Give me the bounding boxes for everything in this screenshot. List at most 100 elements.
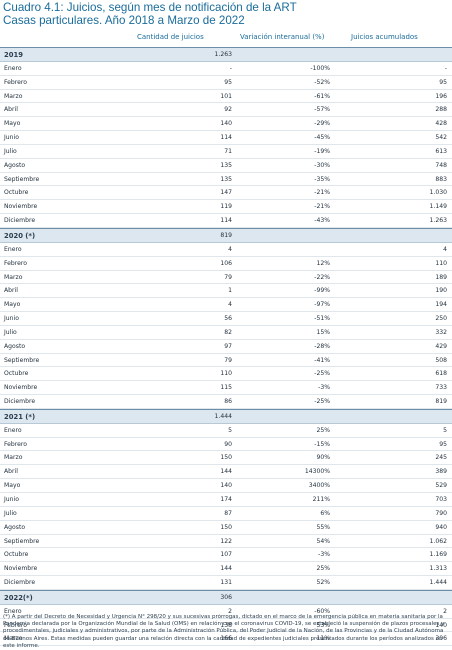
table-row: Enero - -100% -	[0, 62, 452, 76]
month-label: Noviembre	[4, 384, 38, 392]
variacion-cell: 3400%	[308, 482, 330, 490]
acumulados-cell: 542	[435, 134, 447, 142]
table-row: Marzo 166 11% 306	[0, 632, 452, 647]
variacion-cell: 6%	[320, 509, 330, 517]
table-title: Cuadro 4.1: Juicios, según mes de notifi…	[3, 1, 449, 27]
month-label: Diciembre	[4, 217, 36, 225]
acumulados-cell: 250	[435, 315, 447, 323]
month-label: Marzo	[4, 273, 23, 281]
acumulados-cell: 190	[435, 287, 447, 295]
variacion-cell: -61%	[314, 92, 330, 100]
variacion-cell: -21%	[314, 189, 330, 197]
acumulados-cell: 95	[439, 440, 447, 448]
cantidad-juicios-cell: 2	[228, 607, 232, 615]
month-label: Enero	[4, 607, 22, 615]
variacion-cell: -100%	[310, 64, 330, 72]
cantidad-juicios-cell: 92	[224, 106, 232, 114]
month-label: Julio	[4, 147, 17, 155]
acumulados-cell: 110	[435, 259, 447, 267]
cantidad-juicios-cell: 144	[220, 468, 232, 476]
table-row: Noviembre 115 -3% 733	[0, 381, 452, 396]
year-row: 2022(*) 306	[0, 589, 452, 605]
cantidad-juicios-cell: 71	[224, 147, 232, 155]
year-row: 2021 (*) 1.444	[0, 408, 452, 424]
header-cantidad-juicios: Cantidad de juicios	[137, 33, 204, 41]
cantidad-juicios-cell: 107	[220, 551, 232, 559]
table-row: Agosto 150 55% 940	[0, 521, 452, 535]
cantidad-juicios-cell: 90	[224, 440, 232, 448]
table-row: Diciembre 114 -43% 1.263	[0, 214, 452, 228]
table-row: Marzo 101 -61% 196	[0, 90, 452, 104]
variacion-cell: -41%	[314, 356, 330, 364]
variacion-cell: -57%	[314, 106, 330, 114]
header-variacion-interanual: Variación interanual (%)	[240, 33, 325, 41]
variacion-cell: -29%	[314, 120, 330, 128]
acumulados-cell: 1.313	[429, 565, 447, 573]
month-label: Octubre	[4, 551, 29, 559]
table-header: Cantidad de juicios Variación interanual…	[0, 31, 452, 45]
variacion-cell: -25%	[314, 398, 330, 406]
acumulados-cell: -	[444, 64, 447, 72]
variacion-cell: -60%	[314, 607, 330, 615]
month-label: Septiembre	[4, 537, 40, 545]
cantidad-juicios-cell: 95	[224, 78, 232, 86]
acumulados-cell: 703	[435, 496, 447, 503]
month-label: Julio	[4, 509, 17, 517]
table-row: Septiembre 79 -41% 508	[0, 354, 452, 368]
table-row: Febrero 95 -52% 95	[0, 76, 452, 90]
month-label: Junio	[4, 315, 19, 323]
acumulados-cell: 748	[435, 161, 447, 169]
table-row: Diciembre 86 -25% 819	[0, 395, 452, 409]
cantidad-juicios-cell: 101	[220, 92, 232, 100]
year-total: 306	[220, 593, 232, 601]
cantidad-juicios-cell: 1	[228, 287, 232, 295]
table-row: Agosto 97 -28% 429	[0, 340, 452, 354]
month-label: Febrero	[4, 440, 28, 448]
variacion-cell: 211%	[312, 496, 330, 503]
cantidad-juicios-cell: 114	[220, 134, 232, 142]
cantidad-juicios-cell: 82	[224, 328, 232, 336]
acumulados-cell: 194	[435, 301, 447, 309]
acumulados-cell: 5	[443, 426, 447, 434]
table-row: Julio 87 6% 790	[0, 507, 452, 521]
variacion-cell: -21%	[314, 203, 330, 211]
acumulados-cell: 245	[435, 454, 447, 462]
table-row: Octubre 107 -3% 1.169	[0, 548, 452, 563]
acumulados-cell: 613	[435, 147, 447, 155]
acumulados-cell: 389	[435, 468, 447, 476]
cantidad-juicios-cell: 4	[228, 301, 232, 309]
table-row: Mayo 4 -97% 194	[0, 298, 452, 313]
table-row: Enero 2 -60% 2	[0, 605, 452, 619]
table-row: Marzo 150 90% 245	[0, 451, 452, 466]
cantidad-juicios-cell: 150	[220, 454, 232, 462]
cantidad-juicios-cell: 110	[220, 370, 232, 378]
variacion-cell: -3%	[318, 384, 330, 392]
cantidad-juicios-cell: 4	[228, 245, 232, 253]
table-row: Febrero 106 12% 110	[0, 257, 452, 271]
variacion-cell: 55%	[316, 523, 330, 531]
cantidad-juicios-cell: 115	[220, 384, 232, 392]
acumulados-cell: 429	[435, 342, 447, 350]
month-label: Junio	[4, 134, 19, 142]
table-row: Diciembre 131 52% 1.444	[0, 576, 452, 590]
month-label: Febrero	[4, 259, 28, 267]
variacion-cell: -97%	[314, 301, 330, 309]
month-label: Junio	[4, 496, 19, 503]
month-label: Mayo	[4, 120, 21, 128]
table-row: Noviembre 119 -21% 1.149	[0, 200, 452, 215]
cantidad-juicios-cell: 122	[220, 537, 232, 545]
year-label: 2019	[4, 51, 23, 59]
table-row: Marzo 79 -22% 189	[0, 271, 452, 285]
variacion-cell: 90%	[316, 454, 330, 462]
acumulados-cell: 95	[439, 78, 447, 86]
cantidad-juicios-cell: 174	[220, 496, 232, 503]
cantidad-juicios-cell: 150	[220, 523, 232, 531]
acumulados-cell: 1.263	[429, 217, 447, 225]
month-label: Octubre	[4, 189, 29, 197]
month-label: Julio	[4, 328, 17, 336]
cantidad-juicios-cell: 147	[220, 189, 232, 197]
cantidad-juicios-cell: 87	[224, 509, 232, 517]
acumulados-cell: 288	[435, 106, 447, 114]
cantidad-juicios-cell: 106	[220, 259, 232, 267]
cantidad-juicios-cell: 56	[224, 315, 232, 323]
